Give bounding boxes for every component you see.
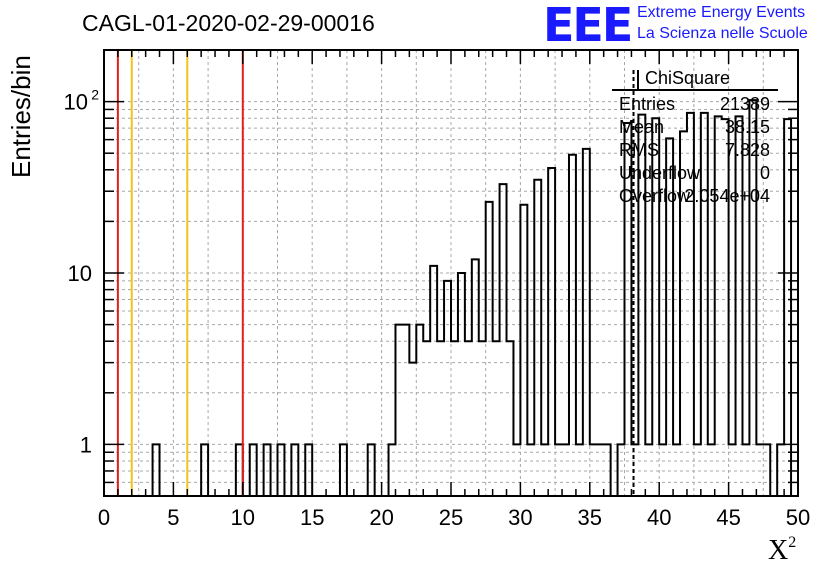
histogram-bin [416, 325, 423, 496]
histogram-bin [569, 155, 576, 496]
histogram-bin [645, 444, 652, 496]
histogram-bin [507, 341, 514, 496]
histogram-bin [153, 444, 160, 496]
x-axis-label: X2 [768, 534, 796, 567]
histogram-bin [701, 113, 708, 496]
stats-mean-value: 38.15 [724, 117, 770, 137]
histogram-bin [541, 444, 548, 496]
histogram-bin [659, 444, 666, 496]
x-axis-label-base: X [768, 535, 789, 566]
y-axis-label: Entries/bin [6, 55, 36, 178]
histogram-bin [631, 444, 638, 496]
histogram-bin [250, 444, 257, 496]
histogram-bin [562, 444, 569, 496]
histogram-series [151, 99, 793, 496]
stats-underflow-label: Underflow [619, 163, 701, 183]
histogram-bin [236, 444, 243, 496]
histogram-bin [694, 444, 701, 496]
histogram-bin [708, 444, 715, 496]
histogram-bin [722, 119, 729, 496]
histogram-bin [777, 444, 784, 496]
histogram-bin [340, 444, 347, 496]
histogram-bin [493, 341, 500, 496]
x-tick-label: 25 [439, 505, 463, 530]
y-tick-label-sup: 2 [91, 87, 99, 103]
stats-mean-label: Mean [619, 117, 665, 137]
x-tick-label: 45 [716, 505, 740, 530]
histogram-bin [534, 180, 541, 496]
histogram-bin [729, 444, 736, 496]
histogram-bin [756, 444, 763, 496]
x-tick-label: 30 [508, 505, 532, 530]
histogram-bin [736, 116, 743, 496]
histogram-bin [291, 444, 298, 496]
logo-text-line2: La Scienza nelle Scuole [637, 25, 808, 42]
histogram-bin [548, 168, 555, 496]
logo-text-line1: Extreme Energy Events [637, 4, 806, 21]
histogram-bin [472, 259, 479, 496]
histogram-bin [618, 444, 625, 496]
x-tick-label: 5 [167, 505, 179, 530]
histogram-bin [430, 266, 437, 496]
eee-logo-mark: EEE [543, 0, 633, 52]
histogram-bin [513, 444, 520, 496]
histogram-bin [201, 444, 208, 496]
histogram-bin [576, 444, 583, 496]
x-tick-label: 10 [231, 505, 255, 530]
histogram-bin [520, 205, 527, 496]
stats-rms-label: RMS [619, 140, 659, 160]
histogram-bin [264, 444, 271, 496]
histogram-bin [389, 444, 396, 496]
stats-entries-label: Entries [619, 94, 676, 114]
x-tick-label: 50 [786, 505, 810, 530]
histogram-bin [465, 341, 472, 496]
x-tick-label: 15 [300, 505, 324, 530]
histogram-bin [423, 341, 430, 496]
histogram-bin [604, 444, 611, 496]
histogram-bin [527, 444, 534, 496]
histogram-bin [784, 119, 791, 496]
histogram-bin [486, 202, 493, 496]
stats-rms-value: 7.828 [724, 140, 770, 160]
histogram-bin [555, 444, 562, 496]
histogram-bin [458, 273, 465, 496]
stats-overflow-value: 2.054e+04 [684, 186, 770, 206]
y-tick-label: 10 [68, 261, 92, 286]
stats-overflow-label: Overflow [619, 186, 691, 206]
histogram-bin [437, 341, 444, 496]
histogram-bin [409, 363, 416, 496]
histogram-bin [715, 116, 722, 496]
histogram-bin [444, 281, 451, 496]
x-tick-label: 0 [98, 505, 110, 530]
stats-underflow-value: 0 [759, 163, 770, 183]
histogram-bin [451, 341, 458, 496]
histogram-bin [597, 444, 604, 496]
x-axis-label-sup: 2 [788, 534, 797, 551]
x-tick-label: 40 [647, 505, 671, 530]
y-tick-label: 10 [64, 90, 88, 115]
stats-entries-value: 21389 [719, 94, 770, 114]
stats-box-title: ChiSquare [645, 68, 731, 88]
histogram-bin [500, 184, 507, 496]
page-title: CAGL-01-2020-02-29-00016 [82, 10, 375, 36]
histogram-bin [305, 444, 312, 496]
y-tick-label: 1 [80, 432, 92, 457]
histogram-bin [590, 444, 597, 496]
histogram-bin [402, 325, 409, 496]
histogram-bin [673, 444, 680, 496]
histogram-bin [583, 149, 590, 496]
histogram-bin [395, 325, 402, 496]
x-tick-label: 20 [369, 505, 393, 530]
histogram-bin [278, 444, 285, 496]
histogram-bin [368, 444, 375, 496]
histogram-bin [479, 341, 486, 496]
histogram-bin [763, 444, 770, 496]
histogram-bin [742, 444, 749, 496]
x-tick-label: 35 [578, 505, 602, 530]
